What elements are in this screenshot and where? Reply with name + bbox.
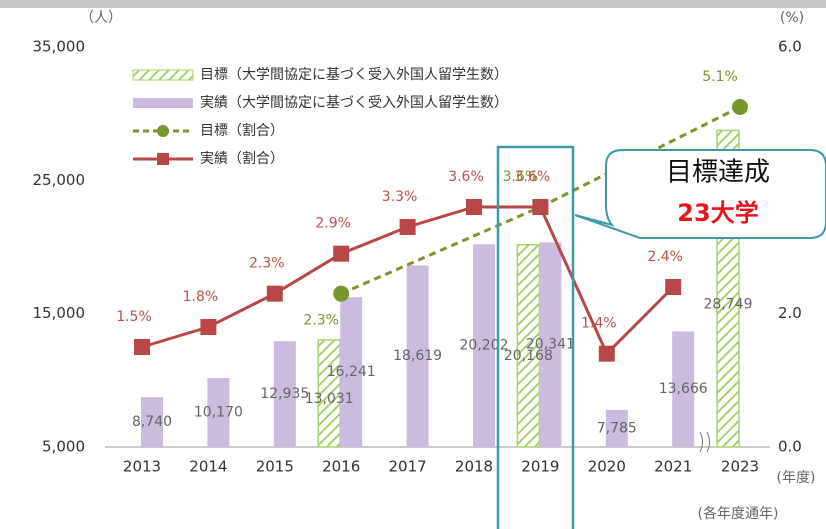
bar-value-label: 20,202 — [460, 338, 509, 354]
highlight-box — [496, 145, 575, 529]
y2-tick-label: 0.0 — [778, 438, 802, 456]
line-value-label: 2.3% — [249, 256, 285, 272]
line-value-label: 1.4% — [581, 316, 617, 332]
x-tick-label: 2023 — [721, 458, 759, 476]
marker — [665, 279, 682, 295]
bar-value-label: 20,341 — [526, 337, 575, 353]
legend-swatch — [133, 98, 193, 108]
bar-value-label: 28,749 — [704, 297, 753, 313]
legend-label: 目標（大学間協定に基づく受入外国人留学生数） — [200, 66, 508, 83]
bar — [539, 242, 562, 447]
bar — [141, 397, 163, 447]
marker — [134, 339, 150, 355]
legend-label: 目標（割合） — [200, 122, 284, 139]
y-tick-label: 5,000 — [42, 438, 85, 456]
marker — [732, 99, 748, 115]
y2-tick-label: 6.0 — [778, 38, 802, 56]
bar — [406, 265, 429, 447]
bar — [207, 378, 230, 447]
bar — [605, 409, 628, 447]
y-tick-label: 15,000 — [33, 304, 86, 322]
x-tick-label: 2018 — [455, 458, 493, 476]
x-tick-label: 2014 — [189, 458, 227, 476]
bar-value-label: 12,935 — [260, 386, 309, 402]
callout-title: 目標達成 — [666, 158, 770, 188]
marker — [598, 345, 615, 362]
bar — [340, 297, 363, 447]
x-tick-label: 2017 — [389, 458, 427, 476]
line-segment — [340, 205, 541, 296]
y-unit: （人） — [80, 10, 122, 26]
x-tick-label: 2021 — [654, 458, 692, 476]
line-value-label: 3.3% — [382, 189, 418, 205]
bar-value-label: 16,241 — [327, 364, 376, 380]
axis-break — [699, 431, 710, 453]
bar — [273, 341, 296, 447]
bar-value-label: 7,785 — [597, 420, 637, 436]
line-value-label: 3.6% — [448, 169, 484, 185]
y-tick-label: 25,000 — [33, 171, 86, 189]
x-tick-label: 2015 — [256, 458, 294, 476]
marker — [200, 319, 217, 335]
bar-value-label: 18,619 — [393, 348, 442, 364]
x-unit: (年度) — [777, 470, 816, 486]
bar — [473, 244, 495, 447]
y2-unit: (%) — [780, 10, 804, 26]
line-value-label: 1.5% — [116, 309, 152, 325]
line-value-label: 2.4% — [647, 249, 683, 265]
line-value-label: 3.6% — [503, 169, 539, 185]
line-value-label: 2.9% — [315, 216, 351, 232]
y-tick-label: 35,000 — [33, 38, 86, 56]
marker — [266, 285, 283, 302]
callout — [574, 149, 826, 239]
legend-label: 実績（割合） — [200, 150, 284, 167]
bar — [672, 331, 695, 447]
line-value-label: 2.3% — [303, 313, 339, 329]
legend-marker — [157, 125, 169, 137]
x-tick-label: 2019 — [521, 458, 559, 476]
note: (各年度通年) — [698, 506, 779, 522]
line-value-label: 3.6% — [515, 169, 551, 185]
legend-marker — [157, 153, 169, 165]
bar-value-label: 10,170 — [194, 405, 243, 421]
marker — [466, 199, 482, 215]
bar-value-label: 13,031 — [305, 391, 354, 407]
callout-highlight: 23大学 — [677, 199, 758, 227]
x-tick-label: 2016 — [322, 458, 360, 476]
legend-swatch — [132, 69, 194, 81]
marker — [532, 199, 549, 215]
bar-value-label: 13,666 — [659, 381, 708, 397]
line-value-label: 1.8% — [183, 289, 219, 305]
bar-value-label: 20,168 — [504, 348, 553, 364]
marker — [333, 285, 350, 302]
y2-tick-label: 2.0 — [778, 304, 802, 322]
legend-label: 実績（大学間協定に基づく受入外国人留学生数） — [200, 94, 508, 111]
top-bar — [0, 0, 826, 8]
x-tick-label: 2020 — [588, 458, 626, 476]
line-value-label: 5.1% — [702, 69, 738, 85]
x-tick-label: 2013 — [123, 458, 161, 476]
marker — [333, 245, 350, 262]
bar-value-label: 8,740 — [132, 414, 172, 430]
marker — [399, 219, 416, 235]
